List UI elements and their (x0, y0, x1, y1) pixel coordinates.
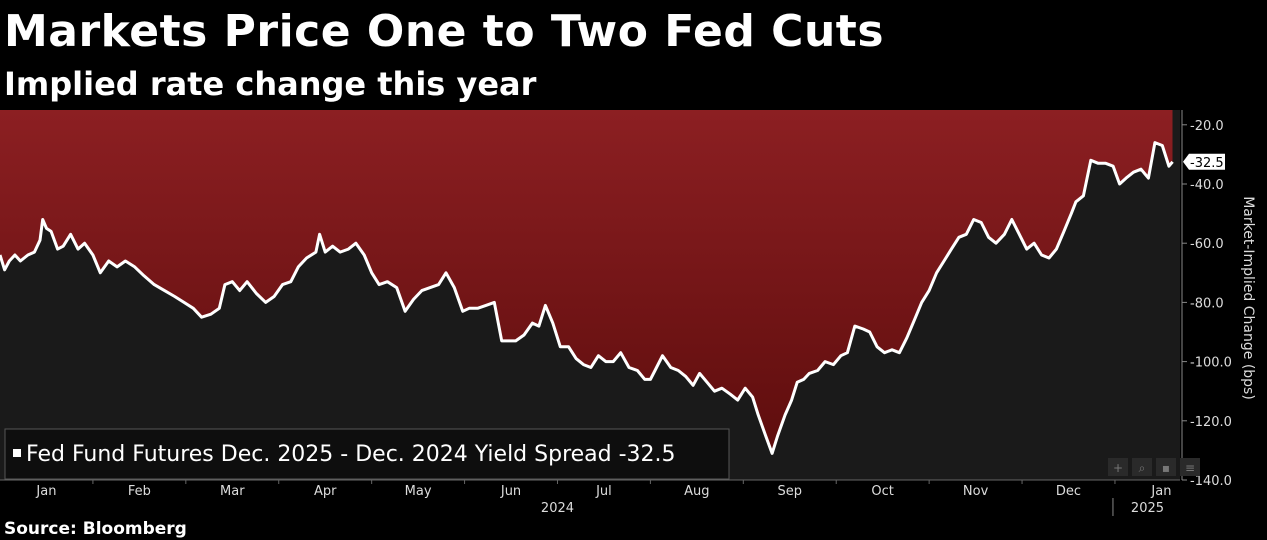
last-value-label: -32.5 (1190, 156, 1224, 171)
svg-text:≡: ≡ (1185, 461, 1195, 475)
x-year-label: 2024 (541, 501, 574, 516)
x-tick-label: Dec (1056, 484, 1081, 499)
x-axis: Jan Feb Mar Apr May Jun Jul Aug Sep Oct Nov Dec Jan 2… (0, 479, 1180, 516)
source-note: Source: Bloomberg (4, 519, 187, 539)
x-tick-label: May (405, 484, 432, 499)
y-tick-label: -20.0 (1190, 119, 1224, 134)
svg-text:⌕: ⌕ (1139, 461, 1146, 475)
x-tick-label: Aug (684, 484, 709, 499)
chart-toolbar[interactable]: + ⌕ ▪ ≡ (1108, 458, 1200, 476)
x-tick-label: Feb (128, 484, 151, 499)
y-tick-label: -60.0 (1190, 237, 1224, 252)
x-tick-label: Oct (871, 484, 893, 499)
area-fill (0, 110, 1173, 454)
x-year-label: 2025 (1131, 501, 1164, 516)
legend-label: Fed Fund Futures Dec. 2025 - Dec. 2024 Y… (26, 442, 676, 467)
save-icon[interactable]: ▪ (1156, 458, 1176, 476)
y-axis-label: Market-Implied Change (bps) (1240, 196, 1256, 400)
y-tick-label: -40.0 (1190, 178, 1224, 193)
y-axis: -20.0 -40.0 -60.0 -80.0 -100.0 -120.0 -140.0 (1181, 110, 1232, 489)
chart-icon[interactable]: ≡ (1180, 458, 1200, 476)
legend-box (4, 428, 730, 480)
x-tick-label: Jan (1150, 484, 1171, 499)
last-value-tag (1183, 153, 1225, 170)
x-tick-label: Nov (963, 484, 989, 499)
y-tick-label: -80.0 (1190, 296, 1224, 311)
svg-text:▪: ▪ (1162, 461, 1170, 475)
y-tick-label: -140.0 (1190, 474, 1232, 489)
legend: Fed Fund Futures Dec. 2025 - Dec. 2024 Y… (4, 428, 730, 480)
chart-title: Markets Price One to Two Fed Cuts (4, 6, 885, 57)
series-line (0, 141, 1174, 455)
y-tick-label: -120.0 (1190, 415, 1232, 430)
zoom-icon[interactable]: ⌕ (1132, 458, 1152, 476)
x-tick-label: Sep (778, 484, 803, 499)
x-tick-label: Mar (220, 484, 245, 499)
y-tick-label: -100.0 (1190, 356, 1232, 371)
x-tick-label: Apr (314, 484, 337, 499)
plot-end-strip (1172, 110, 1180, 480)
x-tick-label: Jan (35, 484, 56, 499)
last-value-marker: -32.5 (1183, 153, 1225, 171)
svg-text:+: + (1113, 461, 1123, 475)
legend-swatch (13, 449, 21, 457)
crosshair-icon[interactable]: + (1108, 458, 1128, 476)
x-tick-label: Jun (500, 484, 521, 499)
x-tick-label: Jul (595, 484, 612, 499)
chart-subtitle: Implied rate change this year (4, 65, 537, 103)
